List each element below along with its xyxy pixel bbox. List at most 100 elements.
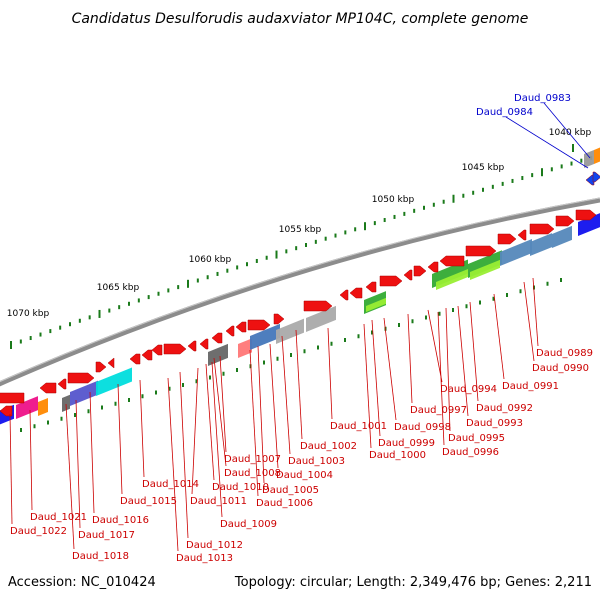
gene-label[interactable]: Daud_0995 [448,433,505,444]
lower-tick [47,420,49,425]
gene-label[interactable]: Daud_1016 [92,515,149,526]
kbp-tick [491,184,494,189]
gene-label[interactable]: Daud_1012 [186,540,243,551]
gene-label[interactable]: Daud_0993 [466,418,523,429]
lower-tick [236,368,238,372]
lower-tick [182,383,184,387]
leader-line [249,349,259,497]
lower-tick [411,319,414,324]
genome-backbone [0,197,600,387]
map-title: Candidatus Desulforudis audaxviator MP10… [72,11,529,27]
leader-line [89,391,95,514]
kbp-tick [373,221,376,226]
kbp-tick [226,268,229,273]
gene-arrow [95,361,107,373]
gene-arrow [465,245,497,257]
gene-label[interactable]: Daud_0997 [410,405,467,416]
kbp-label: 1060 kbp [189,255,232,265]
leader-line [191,367,199,495]
kbp-tick [69,322,71,327]
kbp-tick [472,190,475,195]
gene-label[interactable]: Daud_1006 [256,498,313,509]
kbp-tick [118,305,121,310]
cog-block [530,233,552,256]
leader-line [493,293,505,380]
gene-label[interactable]: Daud_1022 [10,526,67,537]
gene-label[interactable]: Daud_0984 [476,107,533,118]
gene-label[interactable]: Daud_1005 [262,485,319,496]
gene-label[interactable]: Daud_1003 [288,456,345,467]
leader-line [139,379,145,478]
kbp-tick [393,214,396,219]
gene-label[interactable]: Daud_1001 [330,421,387,432]
lower-tick [492,296,495,301]
kbp-label: 1045 kbp [462,163,505,173]
gene-label[interactable]: Daud_0989 [536,348,593,359]
kbp-tick [383,218,386,223]
kbp-tick [570,161,573,166]
gene-arrow [497,233,517,245]
cog-block [552,225,572,248]
gene-label[interactable]: Daud_1009 [220,519,277,530]
kbp-tick [39,332,42,337]
leader-line [213,357,227,467]
leader-line [523,281,535,362]
gene-label[interactable]: Daud_0998 [394,422,451,433]
gene-label[interactable]: Daud_0990 [532,363,589,374]
cog-block [238,338,252,358]
kbp-tick [354,227,357,232]
gene-arrow [225,325,235,337]
kbp-tick [108,308,111,313]
gene-label[interactable]: Daud_1011 [190,496,247,507]
gene-label[interactable]: Daud_1013 [176,553,233,564]
gene-label[interactable]: Daud_1010 [212,482,269,493]
kbp-label: 1065 kbp [97,283,140,293]
gene-arrow [129,353,141,365]
gene-arrow [517,229,527,241]
lower-tick [209,375,211,380]
kbp-tick [255,258,258,263]
gene-label[interactable]: Daud_1002 [300,441,357,452]
cog-feature-ring [0,146,600,427]
gene-label[interactable]: Daud_0983 [514,93,571,104]
gene-label[interactable]: Daud_0994 [440,384,497,395]
kbp-tick [452,194,455,203]
kbp-tick [285,249,288,254]
leader-line [257,345,265,484]
gene-label[interactable]: Daud_1000 [369,450,426,461]
leader-line [407,313,413,404]
cog-block [62,394,70,412]
gene-arrow [235,321,247,333]
leader-line [295,329,303,440]
kbp-tick [423,205,425,210]
kbp-tick [187,279,189,288]
gene-label[interactable]: Daud_0992 [476,403,533,414]
leader-line [29,409,33,511]
kbp-tick [560,164,563,169]
gene-label[interactable]: Daud_1004 [276,470,333,481]
gene-label[interactable]: Daud_0996 [442,447,499,458]
gene-label[interactable]: Daud_1018 [72,551,129,562]
gene-label[interactable]: Daud_1014 [142,479,199,490]
leader-line [117,383,123,495]
kbp-ticks [10,144,593,432]
kbp-tick [10,341,12,349]
lower-tick [452,308,454,312]
gene-label[interactable]: Daud_0999 [378,438,435,449]
kbp-tick [49,329,52,334]
gene-label[interactable]: Daud_1008 [224,468,281,479]
leader-line [327,327,333,420]
lower-tick [479,300,481,305]
kbp-tick [295,246,298,251]
genome-summary: Topology: circular; Length: 2,349,476 bp… [234,575,592,590]
gene-label[interactable]: Daud_1021 [30,512,87,523]
gene-label[interactable]: Daud_1007 [224,454,281,465]
leader-line [75,399,81,529]
lower-tick [128,398,130,402]
kbp-tick [442,199,445,204]
gene-label[interactable]: Daud_0991 [502,381,559,392]
gene-label[interactable]: Daud_1017 [78,530,135,541]
lower-tick [263,360,265,365]
gene-label[interactable]: Daud_1015 [120,496,177,507]
leader-line [211,361,223,518]
